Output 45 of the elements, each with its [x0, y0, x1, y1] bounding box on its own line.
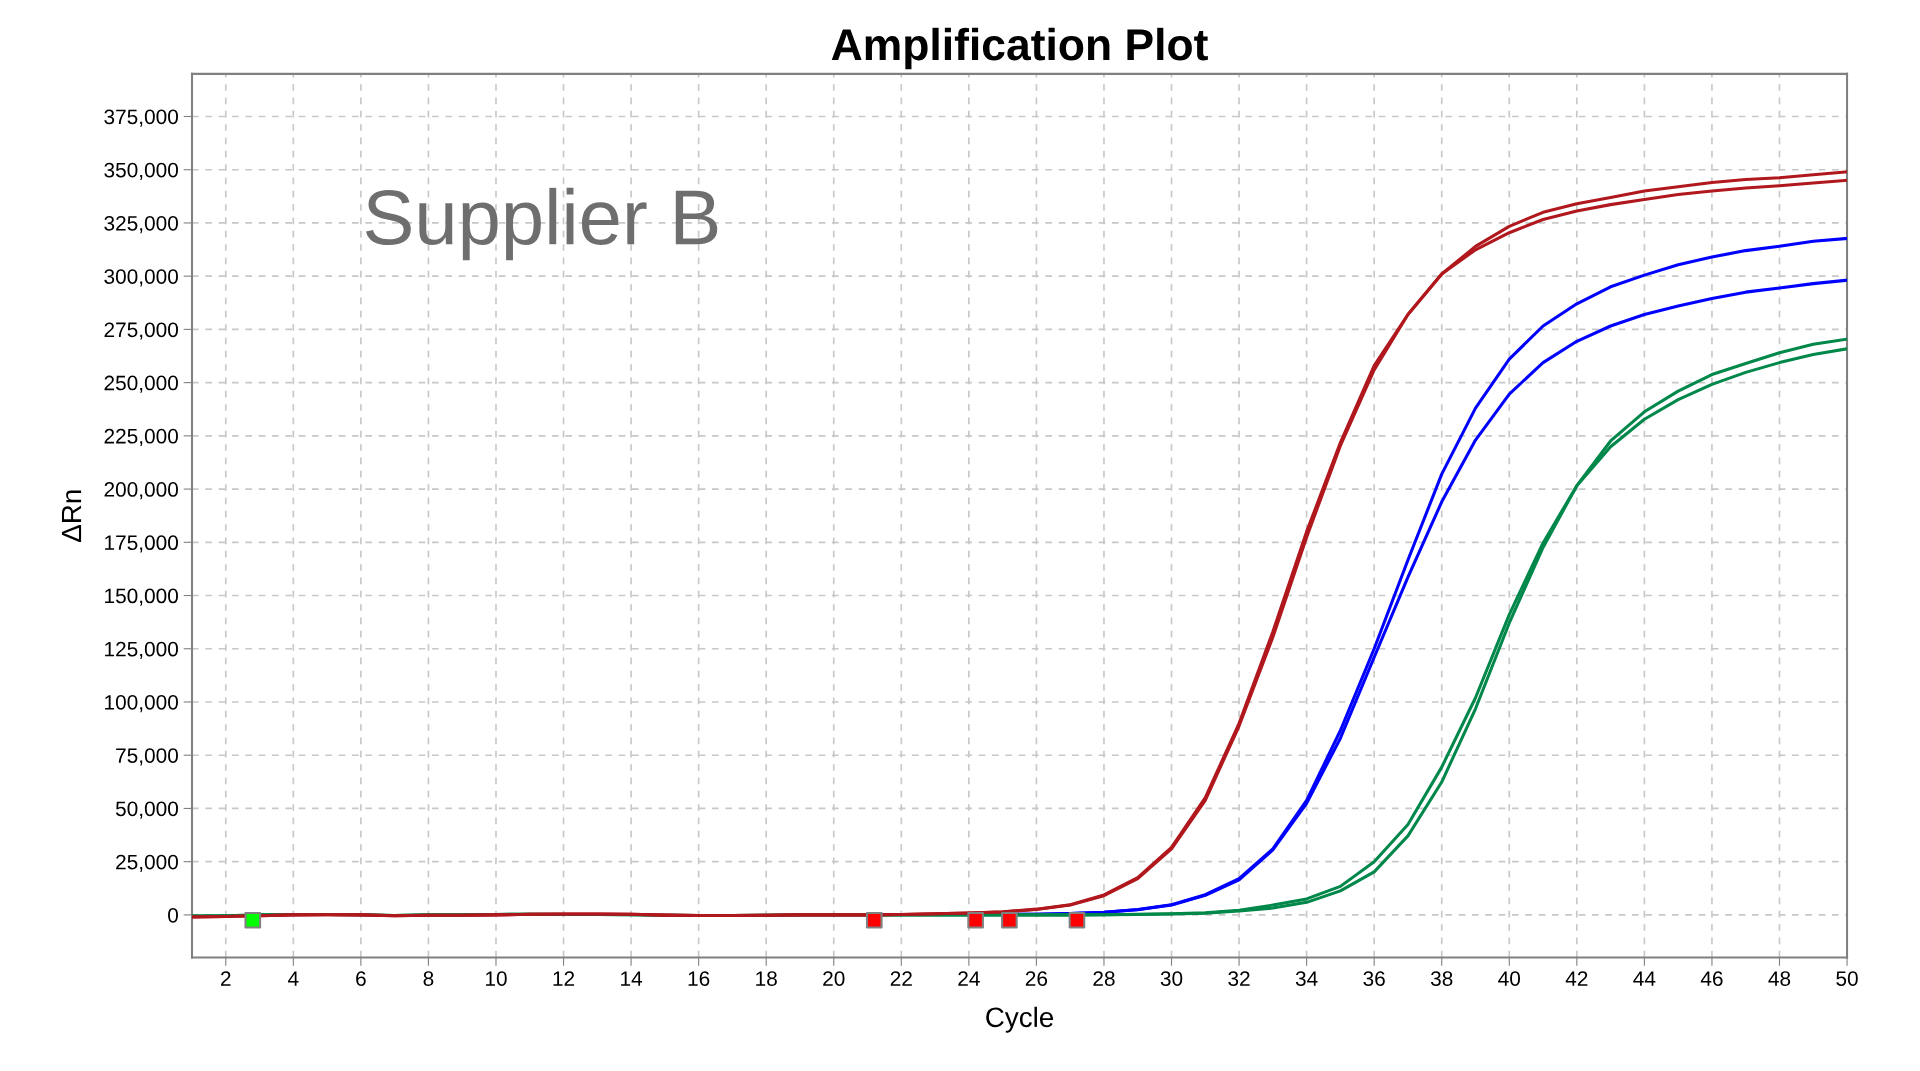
y-tick-label: 225,000	[104, 428, 178, 447]
x-tick-label: 32	[1228, 971, 1250, 986]
y-tick-label: 350,000	[104, 162, 178, 180]
x-tick-label: 22	[890, 971, 912, 986]
y-axis-title: ΔRn	[61, 490, 82, 542]
x-tick-label: 10	[485, 971, 507, 986]
x-tick-label: 48	[1768, 971, 1791, 986]
y-tick-label: 25,000	[116, 854, 178, 872]
x-tick-label: 20	[823, 971, 845, 986]
y-tick-label: 75,000	[116, 748, 178, 766]
x-tick-label: 50	[1836, 971, 1858, 986]
x-tick-label: 28	[1093, 971, 1115, 986]
x-tick-label: 30	[1160, 971, 1183, 986]
y-tick-label: 0	[168, 907, 178, 923]
annotation: Supplier B	[366, 187, 718, 261]
y-tick-label: 275,000	[104, 322, 178, 340]
x-tick-label: 16	[688, 971, 710, 986]
x-tick-label: 46	[1700, 971, 1723, 986]
x-tick-label: 44	[1633, 971, 1656, 986]
y-tick-label: 150,000	[105, 588, 178, 606]
x-tick-label: 8	[423, 971, 434, 986]
x-axis-title: Cycle	[986, 1006, 1054, 1033]
x-tick-label: 40	[1498, 971, 1521, 986]
x-tick-label: 36	[1363, 971, 1385, 986]
x-tick-label: 18	[756, 971, 777, 986]
x-tick-label: 42	[1565, 971, 1588, 986]
x-tick-label: 26	[1025, 971, 1048, 986]
y-tick-label: 125,000	[105, 641, 178, 659]
y-tick-label: 175,000	[105, 535, 178, 553]
y-tick-label: 200,000	[104, 482, 178, 500]
x-tick-label: 4	[288, 971, 299, 986]
y-tick-label: 325,000	[104, 215, 178, 234]
x-tick-label: 14	[621, 971, 643, 986]
x-tick-label: 34	[1295, 971, 1318, 986]
y-tick-label: 50,000	[115, 801, 178, 819]
chart-title: Amplification Plot	[831, 27, 1208, 70]
y-tick-label: 100,000	[105, 694, 178, 713]
y-tick-label: 375,000	[104, 109, 178, 127]
x-tick-label: 24	[958, 971, 980, 986]
x-tick-label: 2	[221, 971, 231, 986]
y-tick-label: 300,000	[104, 269, 178, 287]
x-tick-label: 38	[1430, 971, 1453, 986]
x-tick-label: 6	[356, 971, 366, 986]
x-tick-label: 12	[553, 971, 575, 986]
y-tick-label: 250,000	[104, 375, 178, 393]
